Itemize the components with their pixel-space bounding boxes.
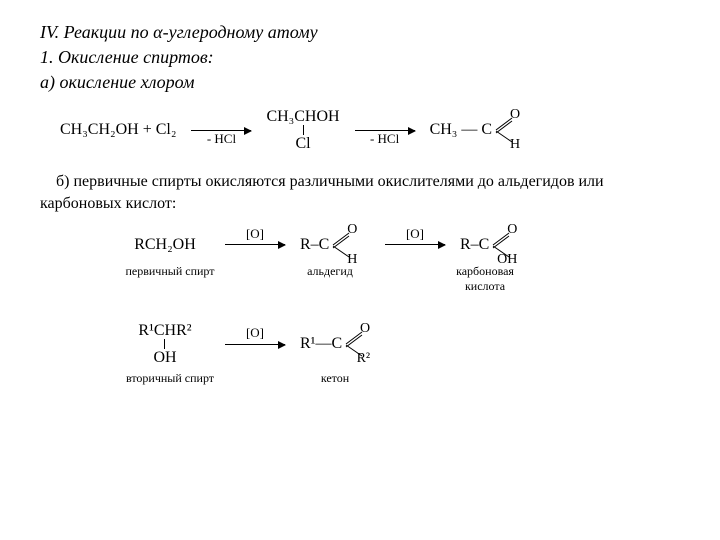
rxn3-r1-top: R¹CHR² bbox=[138, 322, 191, 340]
rxn2-lab2: альдегид bbox=[290, 264, 370, 294]
rxn2-arrow-1: [O] bbox=[220, 236, 290, 254]
rxn3-ox: [O] bbox=[220, 325, 290, 341]
rxn2-int-h: H bbox=[347, 252, 357, 268]
rxn2-ox2: [O] bbox=[380, 226, 450, 242]
rxn3-prod-r2: R² bbox=[357, 351, 371, 367]
rxn2-reagent: RCH₂OH bbox=[120, 236, 210, 254]
rxn2-lab3: карбоновая кислота bbox=[440, 264, 530, 294]
rxn3-prod-left: R¹—C bbox=[300, 335, 344, 353]
rxn1-arrow1-cond: - HCl bbox=[186, 131, 256, 147]
rxn2-int-left: R–C bbox=[300, 236, 331, 254]
rxn3-prod-o: O bbox=[360, 321, 370, 337]
rxn1-int-bot: Cl bbox=[295, 135, 310, 153]
rxn1-arrow2-cond: - HCl bbox=[350, 131, 420, 147]
text-part-b: б) первичные спирты окисляются различным… bbox=[40, 171, 680, 216]
reaction-1: CH₃CH₂OH + Cl₂ - HCl CH₃CHOH Cl - HCl CH… bbox=[60, 108, 680, 153]
rxn2-prod-oh: OH bbox=[497, 252, 517, 268]
heading-line-1: IV. Реакции по α-углеродному атому bbox=[40, 20, 680, 45]
rxn3-ketone: R¹—C O R² bbox=[300, 329, 390, 359]
section-heading: IV. Реакции по α-углеродному атому 1. Ок… bbox=[40, 20, 680, 96]
reaction-3: R¹CHR² OH [O] R¹—C O R² вторичный спирт bbox=[120, 322, 680, 386]
heading-line-2: 1. Окисление спиртов: bbox=[40, 45, 680, 70]
heading-line-3: а) окисление хлором bbox=[40, 70, 680, 95]
rxn1-prod-left: CH₃ — C bbox=[430, 121, 494, 139]
rxn1-prod-o: O bbox=[510, 107, 520, 123]
rxn2-ox1: [O] bbox=[220, 226, 290, 242]
rxn3-r1-bot: OH bbox=[153, 349, 176, 367]
rxn3-arrow: [O] bbox=[220, 335, 290, 353]
rxn3-lab2: кетон bbox=[290, 371, 380, 386]
rxn3-reagent: R¹CHR² OH bbox=[120, 322, 210, 367]
rxn3-lab1: вторичный спирт bbox=[120, 371, 220, 386]
rxn1-product: CH₃ — C O H bbox=[430, 115, 516, 145]
rxn2-lab1: первичный спирт bbox=[120, 264, 220, 294]
rxn1-prod-h: H bbox=[510, 137, 520, 153]
rxn2-labels: первичный спирт альдегид карбоновая кисл… bbox=[120, 264, 680, 294]
reaction-2: RCH₂OH [O] R–C O H [O] R–C bbox=[120, 230, 680, 294]
rxn1-intermediate: CH₃CHOH Cl bbox=[266, 108, 339, 153]
rxn2-acid: R–C O OH bbox=[460, 230, 540, 260]
rxn2-arrow-2: [O] bbox=[380, 236, 450, 254]
rxn2-int-o: O bbox=[347, 222, 357, 238]
rxn2-prod-o: O bbox=[507, 222, 517, 238]
rxn2-aldehyde: R–C O H bbox=[300, 230, 370, 260]
rxn1-reagent: CH₃CH₂OH + Cl₂ bbox=[60, 121, 176, 139]
rxn1-int-top: CH₃CHOH bbox=[266, 108, 339, 126]
rxn1-arrow-1: - HCl bbox=[186, 121, 256, 139]
rxn1-arrow-2: - HCl bbox=[350, 121, 420, 139]
rxn2-prod-left: R–C bbox=[460, 236, 491, 254]
rxn3-labels: вторичный спирт кетон bbox=[120, 371, 680, 386]
